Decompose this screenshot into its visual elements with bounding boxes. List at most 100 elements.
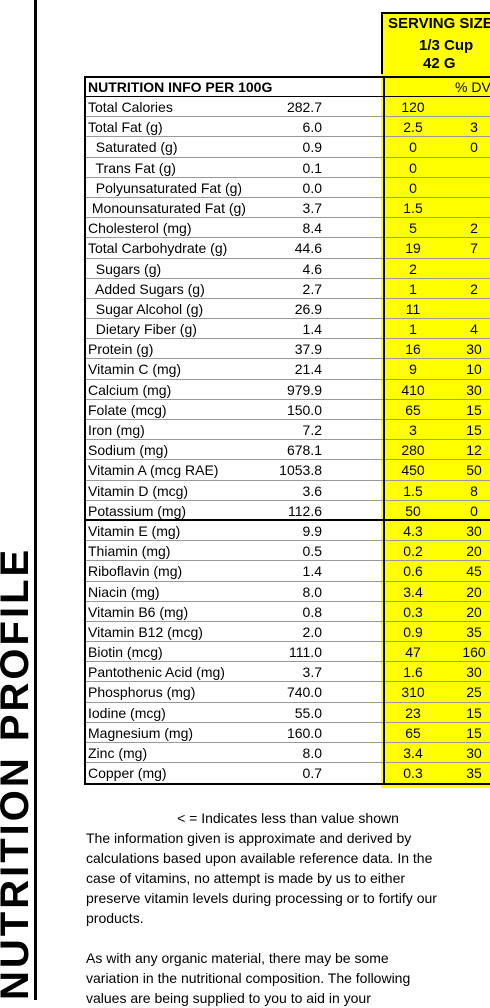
per-100g-value: 112.6 [288, 502, 322, 519]
percent-dv-value: 0 [470, 139, 478, 156]
percent-dv-value: 30 [466, 341, 482, 358]
side-title: NUTRITION PROFILE [0, 546, 37, 1000]
table-row: Protein (g) 37.9 16 30 [86, 339, 490, 360]
per-serving-value: 65 [405, 724, 421, 741]
per-serving-value: 5 [409, 220, 417, 237]
dv-header: % DV [455, 79, 490, 95]
per-serving-value: 1.5 [403, 482, 423, 499]
table-row: Calcium (mg) 979.9 410 30 [86, 380, 490, 400]
percent-dv-value: 35 [466, 623, 482, 640]
percent-dv-value: 2 [470, 280, 478, 297]
per-serving-value: 16 [405, 341, 421, 358]
nutrient-name: Folate (mcg) [88, 401, 167, 418]
per-100g-value: 1053.8 [279, 462, 322, 479]
nutrient-name: Dietary Fiber (g) [88, 321, 197, 338]
note-line: calculations based upon available refere… [86, 850, 433, 866]
table-row: Saturated (g) 0.9 0 0 [86, 137, 490, 158]
per-serving-value: 310 [401, 684, 425, 701]
table-row: Sugars (g) 4.6 2 [86, 259, 490, 279]
nutrient-name: Magnesium (mg) [88, 724, 194, 741]
table-body: Total Calories 282.7 120 Total Fat (g) 6.0 2.… [86, 97, 490, 783]
table-row: Added Sugars (g) 2.7 1 2 [86, 279, 490, 299]
per-100g-value: 740.0 [286, 684, 322, 701]
serving-header: SERVING SIZE 1/3 Cup 42 G [381, 12, 490, 74]
percent-dv-value: 3 [470, 119, 478, 136]
nutrition-table: NUTRITION INFO PER 100G % DV Total Calor… [84, 76, 490, 786]
table-row: Vitamin D (mcg) 3.6 1.5 8 [86, 481, 490, 501]
per-100g-value: 3.7 [302, 664, 322, 681]
table-row: Vitamin E (mg) 9.9 4.3 30 [86, 521, 490, 542]
per-serving-value: 0.3 [403, 603, 423, 620]
percent-dv-value: 15 [466, 401, 482, 418]
nutrient-name: Zinc (mg) [88, 745, 148, 761]
table-row: Sodium (mg) 678.1 280 12 [86, 440, 490, 461]
nutrient-name: Polyunsaturated Fat (g) [88, 179, 243, 196]
nutrient-name: Saturated (g) [88, 139, 178, 156]
table-row: Thiamin (mg) 0.5 0.2 20 [86, 541, 490, 562]
per-serving-value: 450 [401, 462, 425, 479]
note-line: values are being supplied to you to aid … [86, 990, 371, 1006]
percent-dv-value: 30 [466, 745, 482, 761]
table-row: Folate (mcg) 150.0 65 15 [86, 400, 490, 420]
per-100g-value: 160.0 [286, 724, 322, 741]
per-serving-value: 11 [405, 300, 421, 317]
per-serving-value: 0.3 [403, 765, 423, 782]
serving-column-divider [383, 78, 385, 784]
note-line: case of vitamins, no attempt is made by … [86, 870, 406, 886]
per-100g-value: 678.1 [286, 442, 322, 459]
per-100g-value: 37.9 [294, 341, 322, 358]
percent-dv-value: 45 [466, 563, 482, 580]
per-100g-value: 21.4 [294, 361, 322, 378]
table-row: Total Fat (g) 6.0 2.5 3 [86, 117, 490, 138]
per-100g-value: 8.0 [302, 745, 322, 761]
per-100g-value: 0.9 [302, 139, 322, 156]
percent-dv-value: 15 [466, 422, 482, 438]
per-serving-value: 120 [401, 99, 425, 115]
per-100g-value: 0.8 [302, 603, 322, 620]
serving-grams: 42 G [423, 55, 456, 72]
nutrient-name: Cholesterol (mg) [88, 220, 192, 237]
per-100g-value: 8.4 [302, 220, 322, 237]
table-title: NUTRITION INFO PER 100G [88, 79, 273, 95]
table-row: Polyunsaturated Fat (g) 0.0 0 [86, 178, 490, 198]
per-100g-value: 2.0 [302, 623, 322, 640]
table-row: Vitamin C (mg) 21.4 9 10 [86, 359, 490, 380]
table-row: Potassium (mg) 112.6 50 0 [86, 501, 490, 521]
percent-dv-value: 15 [466, 704, 482, 721]
table-header: NUTRITION INFO PER 100G % DV [86, 78, 490, 97]
per-100g-value: 0.0 [302, 179, 322, 196]
per-100g-value: 3.6 [302, 482, 322, 499]
per-serving-value: 0.9 [403, 623, 423, 640]
per-serving-value: 65 [405, 401, 421, 418]
nutrient-name: Trans Fat (g) [88, 159, 176, 176]
per-100g-value: 8.0 [302, 583, 322, 600]
nutrient-name: Riboflavin (mg) [88, 563, 183, 580]
per-serving-value: 0.2 [403, 543, 423, 560]
per-100g-value: 1.4 [302, 563, 322, 580]
note-line: variation in the nutritional composition… [86, 970, 411, 986]
per-100g-value: 7.2 [302, 422, 322, 438]
note-line: As with any organic material, there may … [86, 950, 389, 966]
nutrient-name: Vitamin B12 (mcg) [88, 623, 203, 640]
per-serving-value: 47 [405, 644, 421, 661]
per-100g-value: 55.0 [294, 704, 322, 721]
note-line: The information given is approximate and… [86, 830, 412, 846]
table-row: Iron (mg) 7.2 3 15 [86, 420, 490, 441]
per-serving-value: 3.4 [403, 745, 423, 761]
table-row: Vitamin A (mcg RAE) 1053.8 450 50 [86, 460, 490, 481]
per-serving-value: 9 [409, 361, 417, 378]
per-100g-value: 44.6 [294, 240, 322, 257]
table-row: Cholesterol (mg) 8.4 5 2 [86, 218, 490, 239]
percent-dv-value: 10 [466, 361, 482, 378]
side-banner: NUTRITION PROFILE [0, 0, 38, 1000]
percent-dv-value: 2 [470, 220, 478, 237]
nutrient-name: Vitamin B6 (mg) [88, 603, 189, 620]
nutrient-name: Potassium (mg) [88, 502, 187, 519]
nutrient-name: Vitamin D (mcg) [88, 482, 189, 499]
table-row: Biotin (mcg) 111.0 47 160 [86, 642, 490, 663]
percent-dv-value: 15 [466, 724, 482, 741]
nutrient-name: Niacin (mg) [88, 583, 160, 600]
per-serving-value: 4.3 [403, 522, 423, 539]
table-row: Sugar Alcohol (g) 26.9 11 [86, 299, 490, 320]
note-line [86, 928, 490, 948]
